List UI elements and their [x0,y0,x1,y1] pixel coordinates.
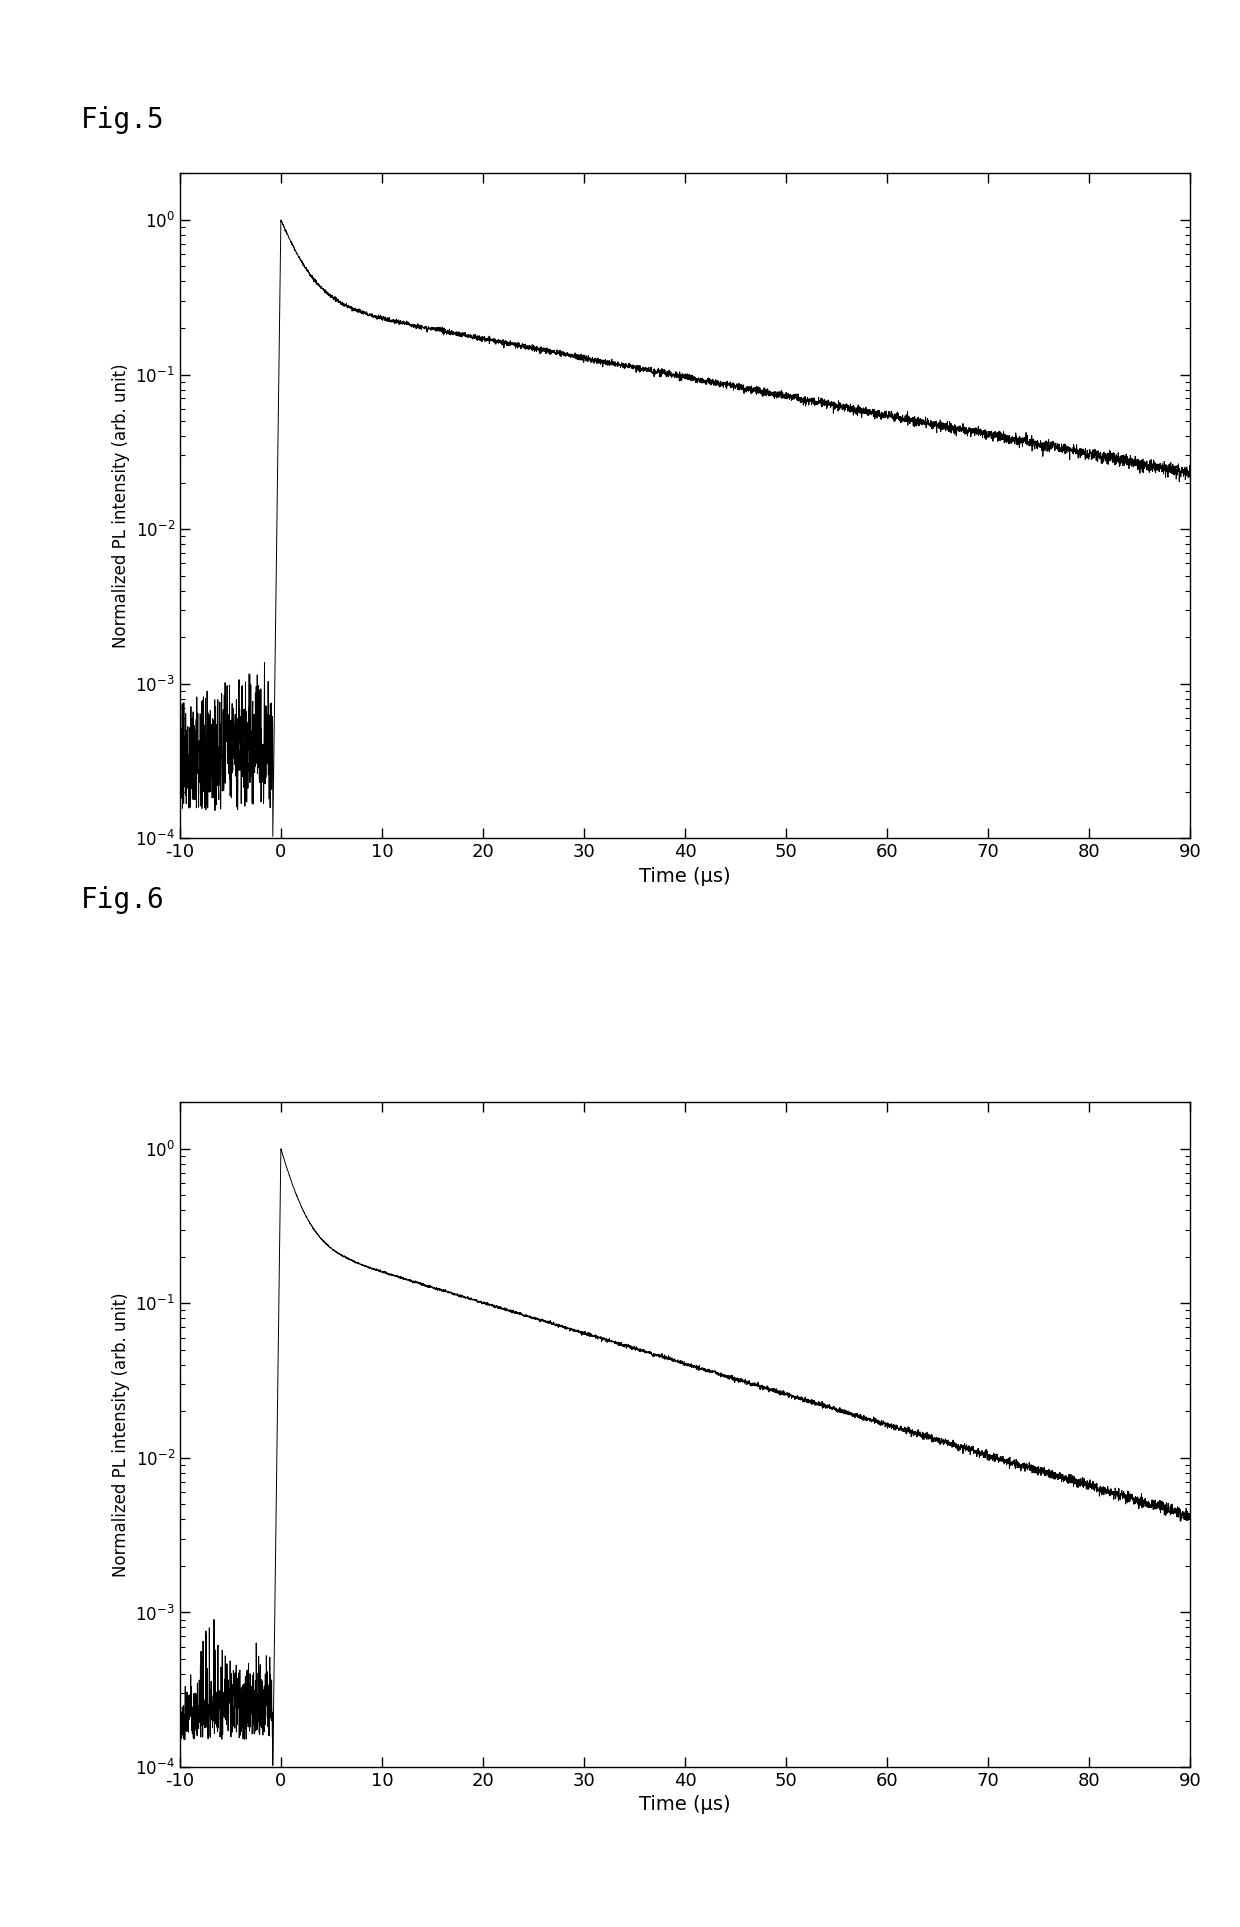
X-axis label: Time (μs): Time (μs) [640,867,730,886]
Y-axis label: Normalized PL intensity (arb. unit): Normalized PL intensity (arb. unit) [112,1293,130,1576]
Y-axis label: Normalized PL intensity (arb. unit): Normalized PL intensity (arb. unit) [112,364,130,647]
X-axis label: Time (μs): Time (μs) [640,1796,730,1815]
Text: Fig.6: Fig.6 [81,886,165,915]
Text: Fig.5: Fig.5 [81,106,165,135]
